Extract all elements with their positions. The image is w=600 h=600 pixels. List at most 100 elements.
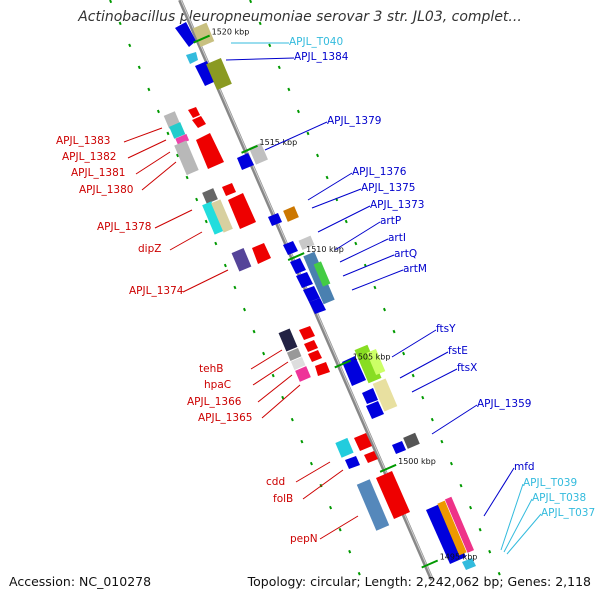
leader-line [264,121,328,151]
gene-label-folb[interactable]: folB [273,493,293,505]
gene-arrow-blue[interactable] [296,272,313,288]
gene-arrow-blue[interactable] [362,388,378,404]
gene-label-apjl-1380[interactable]: APJL_1380 [79,184,133,196]
gene-label-pepn[interactable]: pepN [290,533,318,545]
gene-arrow-red[interactable] [376,471,410,519]
gene-block-magenta[interactable] [444,496,475,553]
gene-labels[interactable]: APJL_1383 APJL_1382 APJL_1381 APJL_1380 APJL… [56,36,595,545]
gene-block-gray[interactable] [202,188,218,204]
gene-label-fste[interactable]: fstE [448,345,468,357]
gene-block-gray[interactable] [286,347,302,361]
gene-label-apjl-1365[interactable]: APJL_1365 [198,412,252,424]
gene-arrow-red[interactable] [304,340,318,352]
leader-line [411,368,458,393]
gene-label-apjl-1376[interactable]: APJL_1376 [352,166,407,178]
gene-label-hpac[interactable]: hpaC [204,379,231,391]
gene-label-apjl-t039[interactable]: APJL_T039 [523,477,577,489]
gene-block-magenta[interactable] [175,133,190,146]
gene-arrow-blue[interactable] [290,258,306,274]
leader-line [342,254,395,277]
gene-label-tehb[interactable]: tehB [199,363,223,375]
gene-block-orange[interactable] [437,500,467,556]
gene-label-ftsx[interactable]: ftsX [457,362,477,374]
gene-arrow-blue[interactable] [237,153,254,170]
gene-features[interactable] [163,22,476,570]
gene-arrow-red[interactable] [196,133,224,169]
gene-block-gray[interactable] [174,140,199,176]
gene-arrow-red[interactable] [308,350,322,362]
gene-arrow-red[interactable] [188,107,200,118]
gene-label-apjl-1383[interactable]: APJL_1383 [56,135,110,147]
gene-label-artp[interactable]: artP [380,215,401,227]
leader-line [399,351,449,379]
gene-block-palegreen[interactable] [366,349,386,375]
gene-label-apjl-1382[interactable]: APJL_1382 [62,151,116,163]
gene-block-olive[interactable] [206,57,232,91]
gene-arrow-red[interactable] [354,433,372,451]
gene-block-gray[interactable] [403,432,420,449]
scale-tick-label: 1500 kbp [398,457,436,466]
gene-block-khaki[interactable] [372,378,398,412]
gene-block-cyan[interactable] [202,201,224,235]
gene-label-artq[interactable]: artQ [394,248,417,260]
gene-label-apjl-1366[interactable]: APJL_1366 [187,396,242,408]
gene-arrow-blue[interactable] [342,356,366,386]
gene-block-steelblue[interactable] [356,479,390,531]
gene-block-magenta[interactable] [295,366,311,382]
gene-arrow-red[interactable] [192,116,206,128]
rna-arrow-cyan[interactable] [462,558,476,570]
rna-arrow-cyan[interactable] [186,52,198,64]
gene-label-apjl-t040[interactable]: APJL_T040 [289,36,343,48]
gene-label-ftsy[interactable]: ftsY [436,323,456,335]
gene-block-green[interactable] [313,261,331,287]
gene-label-apjl-1373[interactable]: APJL_1373 [370,199,424,211]
gene-arrow-red[interactable] [222,183,236,196]
gene-label-mfd[interactable]: mfd [514,461,535,473]
gene-label-apjl-1384[interactable]: APJL_1384 [294,51,349,63]
gene-arrow-red[interactable] [364,451,378,463]
scale-tick: 1515 kbp [241,138,297,154]
gene-label-apjl-1359[interactable]: APJL_1359 [477,398,531,410]
gene-block-purple[interactable] [231,248,252,272]
leader-line [252,361,289,386]
gene-block-lime[interactable] [354,344,382,384]
leader-line [503,498,533,553]
gene-arrow-blue[interactable] [309,298,326,314]
topology-summary: Topology: circular; Length: 2,242,062 bp… [247,574,591,589]
gene-arrow-red[interactable] [315,362,330,376]
gene-arrow-blue[interactable] [392,441,406,454]
gene-block-steelblue[interactable] [303,251,335,305]
gene-block-cyan[interactable] [335,437,354,458]
gene-label-apjl-t037[interactable]: APJL_T037 [541,507,595,519]
gene-label-cdd[interactable]: cdd [266,476,285,488]
gene-label-apjl-1374[interactable]: APJL_1374 [129,285,184,297]
leader-line [391,329,437,358]
gene-label-apjl-1381[interactable]: APJL_1381 [71,167,125,179]
gene-label-arti[interactable]: artI [388,232,406,244]
gene-block-cyan[interactable] [169,122,186,139]
gene-arrow-red[interactable] [228,193,256,229]
gene-arrow-blue[interactable] [303,286,320,302]
gene-block-orange[interactable] [283,206,299,222]
gene-arrow-red[interactable] [252,243,271,264]
gene-arrow-blue[interactable] [366,401,384,419]
gene-arrow-red[interactable] [299,326,315,340]
gene-block-gray[interactable] [298,235,315,250]
gene-arrow-blue[interactable] [283,241,298,255]
gene-arrow-blue[interactable] [345,456,360,469]
gene-label-apjl-t038[interactable]: APJL_T038 [532,492,586,504]
gene-block-khaki[interactable] [211,199,233,233]
leader-line [257,374,293,403]
gene-label-apjl-1375[interactable]: APJL_1375 [361,182,415,194]
gene-label-apjl-1378[interactable]: APJL_1378 [97,221,151,233]
gene-arrow-blue[interactable] [426,503,466,564]
gene-label-apjl-1379[interactable]: APJL_1379 [327,115,381,127]
gene-label-dipz[interactable]: dipZ [138,243,161,255]
gene-label-artm[interactable]: artM [403,263,427,275]
gene-block-navy[interactable] [278,328,298,352]
gene-arrow-blue[interactable] [268,213,282,226]
gene-arrow-blue[interactable] [195,61,216,86]
gene-arrow-blue[interactable] [175,22,196,47]
gene-block-gray[interactable] [290,356,306,370]
